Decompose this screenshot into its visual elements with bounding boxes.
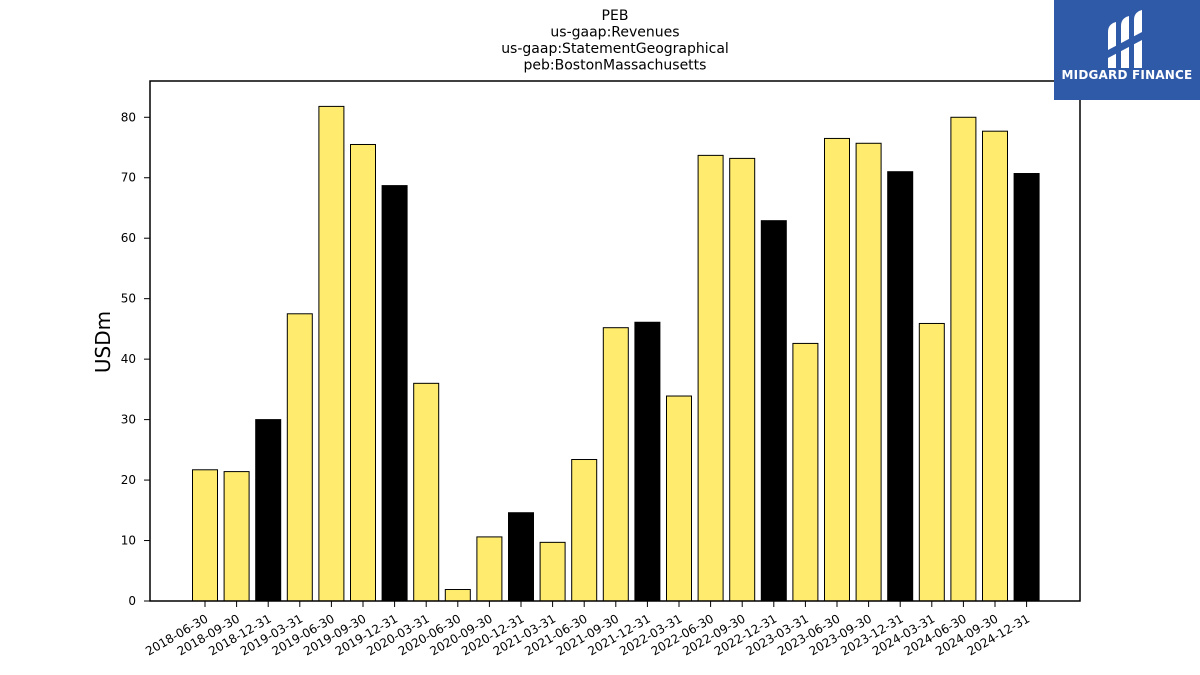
midgard-finance-logo: MIDGARD FINANCE (1054, 0, 1200, 100)
bar-2019-09-30 (350, 143, 376, 602)
bar-2021-12-31 (634, 321, 661, 602)
y-tick-label: 10 (121, 534, 136, 548)
bar-2020-06-30 (444, 589, 471, 602)
bar-2022-06-30 (697, 154, 724, 602)
y-tick-label: 60 (121, 231, 136, 245)
bar-2024-12-31 (1013, 173, 1040, 602)
bar-2020-03-31 (413, 382, 440, 602)
y-tick-label: 30 (121, 413, 136, 427)
bar-2023-03-31 (792, 342, 819, 602)
y-tick-label: 80 (121, 110, 136, 124)
bar-2024-03-31 (918, 322, 945, 602)
bar-2019-12-31 (381, 185, 408, 602)
bar-2024-09-30 (982, 130, 1008, 602)
y-tick-label: 40 (121, 352, 136, 366)
bar-2023-06-30 (824, 137, 850, 602)
y-axis-label: USDm (91, 311, 115, 373)
bar-2018-06-30 (192, 469, 218, 602)
y-tick-label: 70 (121, 171, 136, 185)
bar-2018-12-31 (255, 419, 282, 602)
bar-2021-03-31 (539, 541, 566, 602)
x-axis: 2018-06-302018-09-302018-12-312019-03-31… (143, 601, 1032, 658)
bar-2019-06-30 (318, 105, 345, 602)
bar-2021-06-30 (571, 459, 598, 602)
plot-frame (149, 80, 1081, 602)
bar-2018-09-30 (223, 471, 250, 602)
title-line: us-gaap:Revenues (550, 25, 679, 41)
title-line: us-gaap:StatementGeographical (501, 41, 729, 57)
bar-2022-12-31 (760, 220, 787, 602)
title-line: peb:BostonMassachusetts (524, 58, 707, 74)
chart-title: PEBus-gaap:Revenuesus-gaap:StatementGeog… (501, 8, 729, 74)
title-line: PEB (602, 8, 629, 24)
y-tick-label: 0 (128, 594, 136, 608)
bar-2023-09-30 (855, 142, 882, 602)
y-axis: 0 10 20 30 40 50 60 70 80 (121, 110, 150, 608)
bar-2023-12-31 (887, 171, 914, 602)
bar-2022-03-31 (666, 395, 692, 602)
bar-2020-09-30 (476, 536, 503, 602)
bar-2024-06-30 (950, 116, 977, 602)
bar-2020-12-31 (508, 512, 534, 602)
bar-2021-09-30 (602, 327, 629, 602)
midgard-logo-icon (1108, 10, 1142, 68)
bar-2022-09-30 (729, 157, 756, 602)
bars (192, 105, 1040, 602)
logo-text: MIDGARD FINANCE (1061, 68, 1193, 82)
y-tick-label: 20 (121, 473, 136, 487)
bar-2019-03-31 (286, 313, 313, 602)
y-tick-label: 50 (121, 292, 136, 306)
